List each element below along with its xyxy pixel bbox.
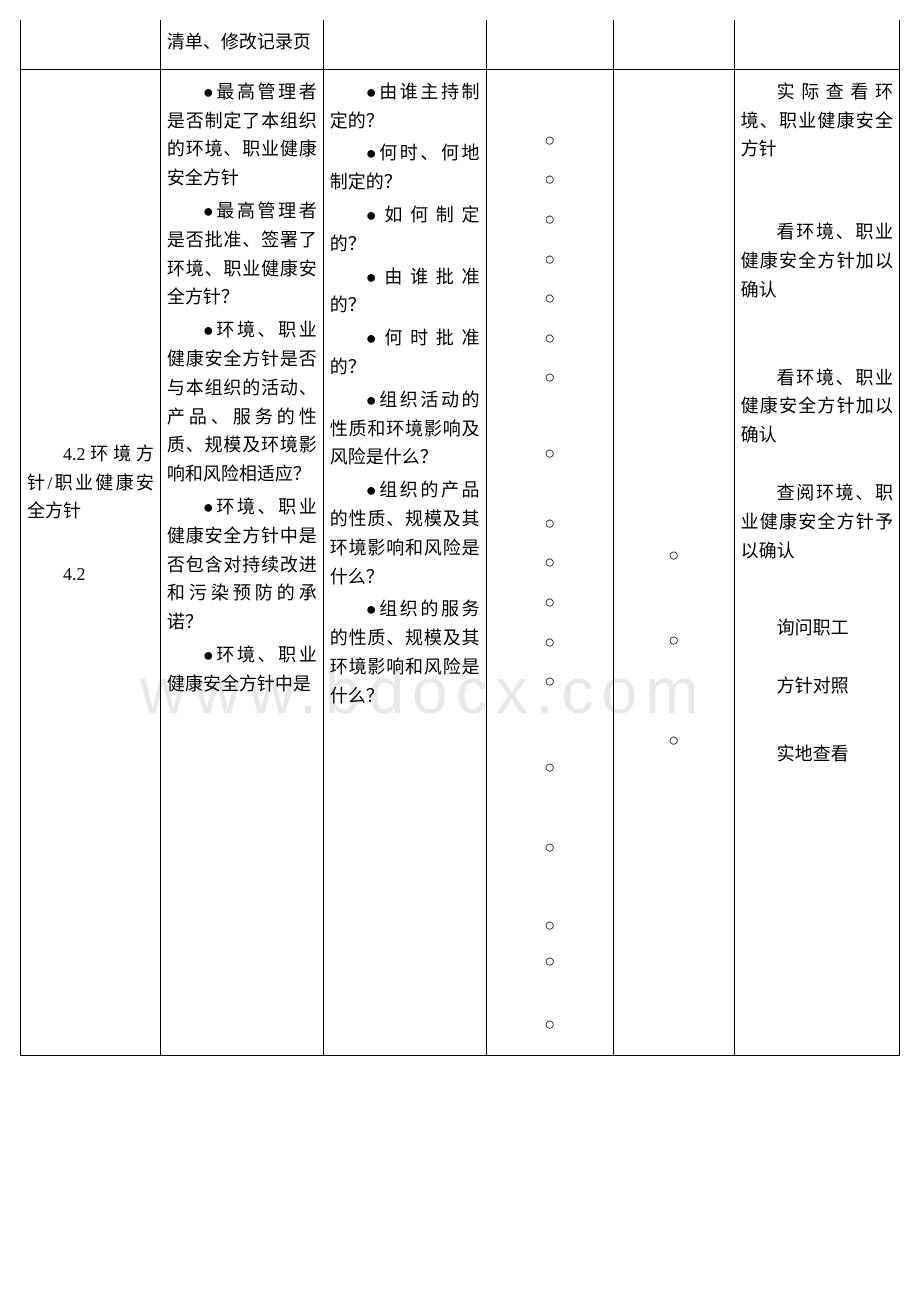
text-fragment: 清单、修改记录页	[167, 28, 317, 57]
question-item: ●如何制定的？	[330, 201, 480, 259]
verify-method: 实际查看环境、职业健康安全方针	[741, 78, 893, 164]
cell-r1c6	[734, 20, 899, 69]
cell-r2c6: 实际查看环境、职业健康安全方针 看环境、职业健康安全方针加以确认 看环境、职业健…	[734, 69, 899, 1055]
checklist-item: ●最高管理者是否制定了本组织的环境、职业健康安全方针	[167, 78, 317, 193]
checklist-item: ●环境、职业健康安全方针是否与本组织的活动、产品、服务的性质、规模及环境影响和风…	[167, 316, 317, 489]
verify-method: 查阅环境、职业健康安全方针予以确认	[741, 479, 893, 565]
cell-r2c4: ○ ○ ○ ○ ○ ○ ○ ○ ○ ○ ○ ○ ○ ○ ○ ○ ○ ○	[486, 69, 613, 1055]
verify-method: 方针对照	[741, 672, 893, 701]
verify-method: 看环境、职业健康安全方针加以确认	[741, 218, 893, 304]
cell-r2c5: ○ ○ ○	[613, 69, 734, 1055]
circle-marker: ○	[620, 626, 728, 655]
question-item: ●组织活动的性质和环境影响及风险是什么？	[330, 386, 480, 472]
question-item: ●由谁主持制定的？	[330, 78, 480, 136]
checklist-table: 清单、修改记录页 4.2环境方针/职业健康安全方针 4.2 ●最高管理者是否制定…	[20, 20, 900, 1056]
cell-r1c1	[21, 20, 161, 69]
circle-marker: ○ ○ ○ ○ ○	[493, 504, 607, 702]
question-item: ●何时、何地制定的？	[330, 139, 480, 197]
cell-r2c2: ●最高管理者是否制定了本组织的环境、职业健康安全方针 ●最高管理者是否批准、签署…	[160, 69, 323, 1055]
circle-marker: ○ ○ ○ ○ ○ ○ ○	[493, 121, 607, 398]
cell-r1c3	[323, 20, 486, 69]
cell-r2c3: ●由谁主持制定的？ ●何时、何地制定的？ ●如何制定的？ ●由谁批准的？ ●何时…	[323, 69, 486, 1055]
checklist-item: ●环境、职业健康安全方针中是否包含对持续改进和污染预防的承诺？	[167, 493, 317, 637]
circle-marker: ○	[620, 726, 728, 755]
checklist-item: ●最高管理者是否批准、签署了环境、职业健康安全方针？	[167, 197, 317, 312]
cell-r1c5	[613, 20, 734, 69]
question-item: ●由谁批准的？	[330, 263, 480, 321]
circle-marker: ○	[493, 833, 607, 862]
verify-method: 看环境、职业健康安全方针加以确认	[741, 364, 893, 450]
section-number: 4.2环境方针/职业健康安全方针	[27, 440, 154, 526]
cell-r2c1: 4.2环境方针/职业健康安全方针 4.2	[21, 69, 161, 1055]
cell-r1c4	[486, 20, 613, 69]
circle-marker: ○	[620, 536, 728, 576]
cell-r1c2: 清单、修改记录页	[160, 20, 323, 69]
circle-marker: ○	[493, 753, 607, 782]
table-row: 清单、修改记录页	[21, 20, 900, 69]
checklist-item: ●环境、职业健康安全方针中是	[167, 641, 317, 699]
circle-marker: ○	[493, 439, 607, 468]
verify-method: 实地查看	[741, 740, 893, 769]
question-item: ●组织的服务的性质、规模及其环境影响和风险是什么？	[330, 595, 480, 710]
circle-marker: ○ ○	[493, 907, 607, 979]
table-row: 4.2环境方针/职业健康安全方针 4.2 ●最高管理者是否制定了本组织的环境、职…	[21, 69, 900, 1055]
verify-method: 询问职工	[741, 614, 893, 643]
question-item: ●组织的产品的性质、规模及其环境影响和风险是什么？	[330, 476, 480, 591]
circle-marker: ○	[493, 1010, 607, 1039]
section-subnumber: 4.2	[27, 560, 154, 589]
question-item: ●何时批准的？	[330, 324, 480, 382]
